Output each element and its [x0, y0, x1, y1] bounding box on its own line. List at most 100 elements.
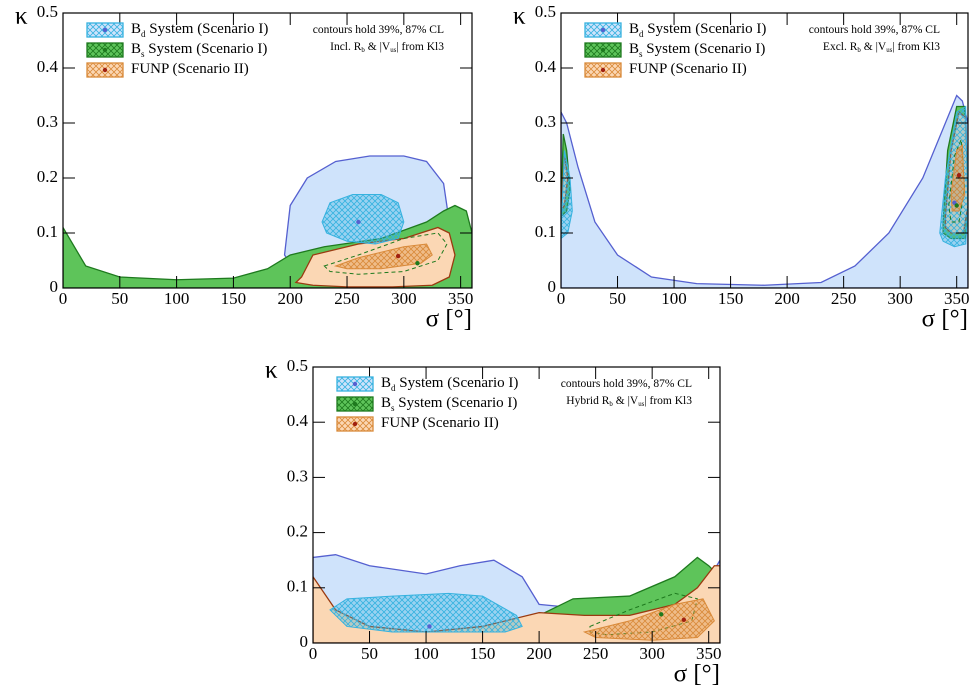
y-axis-label: κ: [513, 3, 526, 30]
x-axis-label: σ [°]: [922, 306, 968, 333]
legend-label-sub: d: [639, 29, 644, 39]
y-tick-label: 0.3: [535, 112, 556, 131]
annotation-part: Incl. R: [330, 41, 362, 53]
annotation-sub: us: [638, 401, 644, 408]
legend-label: FUNP (Scenario II): [131, 61, 249, 77]
y-tick-label: 0.2: [287, 522, 308, 541]
legend-label-part: FUNP (Scenario II): [629, 61, 747, 77]
best-fit-point: [956, 173, 962, 178]
legend-dot: [352, 401, 358, 407]
legend-label: Bd System (Scenario I): [381, 375, 518, 393]
legend-label-part: B: [131, 41, 141, 57]
legend-label: Bs System (Scenario I): [629, 41, 765, 59]
legend-label-part: System (Scenario I): [145, 41, 268, 57]
inner-hatch: [322, 194, 404, 244]
y-tick-label: 0.5: [287, 356, 308, 375]
panel: 0 50 100 150 200 250 300 350 0 0.1 0.2 0.3 0.4 0.5 σ […: [513, 2, 969, 333]
inner-hatch: [584, 598, 715, 641]
x-tick-label: 250: [831, 289, 857, 308]
legend-label-part: FUNP (Scenario II): [381, 415, 499, 431]
legend-label-sub: d: [391, 383, 396, 393]
axes-frame: [560, 12, 969, 289]
x-tick-label: 250: [583, 644, 609, 663]
x-tick-label: 350: [944, 289, 970, 308]
annotation-sub: b: [609, 401, 613, 408]
x-tick-label: 300: [391, 289, 417, 308]
legend-dot: [352, 421, 358, 427]
best-fit-point: [427, 624, 432, 629]
panel: 0 50 100 150 200 250 300 350 0 0.1 0.2 0.3 0.4 0.5 σ […: [265, 356, 721, 688]
x-tick-label: 0: [309, 644, 318, 663]
y-tick-label: 0: [300, 632, 309, 651]
legend-label: Bd System (Scenario I): [629, 21, 766, 39]
legend-label: Bs System (Scenario I): [131, 41, 267, 59]
panel: 0 50 100 150 200 250 300 350 0 0.1 0.2 0.3 0.4 0.5 σ […: [15, 2, 473, 333]
inner-contour: [948, 139, 966, 223]
inner-hatch: [561, 150, 573, 239]
y-tick-label: 0.5: [535, 2, 556, 21]
annotation-part: & |V: [365, 41, 391, 53]
legend-label-sub: s: [141, 49, 145, 59]
y-tick-label: 0.4: [37, 57, 59, 76]
best-fit-point: [681, 617, 687, 623]
annotation-part: | from Kl3: [644, 395, 692, 407]
legend-label-part: System (Scenario I): [146, 21, 269, 37]
legend-label-sub: s: [639, 49, 643, 59]
legend-label: Bs System (Scenario I): [381, 395, 517, 413]
annotation-part: contours hold 39%, 87% CL: [561, 378, 692, 390]
best-fit-point: [659, 612, 664, 617]
x-tick-label: 300: [639, 644, 665, 663]
legend-label-part: B: [131, 21, 141, 37]
annotation-part: | from Kl3: [396, 41, 444, 53]
annotation: contours hold 39%, 87% CL: [809, 24, 940, 36]
x-tick-label: 200: [774, 289, 800, 308]
annotation: Incl. Rb & |Vus| from Kl3: [330, 41, 444, 54]
y-tick-label: 0.5: [37, 2, 58, 21]
y-tick-label: 0.4: [535, 57, 557, 76]
legend-dot: [600, 67, 606, 73]
axes-frame: [312, 366, 721, 644]
legend-label-part: B: [381, 375, 391, 391]
plot-area: [63, 155, 472, 288]
x-tick-label: 100: [661, 289, 687, 308]
x-tick-label: 350: [448, 289, 474, 308]
x-tick-label: 150: [470, 644, 496, 663]
annotation-part: contours hold 39%, 87% CL: [313, 24, 444, 36]
inner-contour: [323, 232, 448, 275]
annotation-part: contours hold 39%, 87% CL: [809, 24, 940, 36]
plot-area: [313, 554, 720, 643]
y-tick-label: 0.1: [287, 577, 308, 596]
annotation-sub: b: [857, 47, 861, 54]
x-tick-label: 0: [59, 289, 68, 308]
annotation-part: & |V: [613, 395, 639, 407]
y-tick-label: 0.1: [535, 222, 556, 241]
x-tick-label: 100: [164, 289, 190, 308]
outer-contour: [561, 94, 968, 288]
annotation-sub: b: [361, 47, 365, 54]
inner-hatch: [329, 593, 523, 632]
annotation: contours hold 39%, 87% CL: [561, 378, 692, 390]
annotation: Excl. Rb & |Vus| from Kl3: [823, 41, 940, 54]
legend-dot: [352, 381, 358, 387]
legend-label-part: B: [629, 41, 639, 57]
annotation: contours hold 39%, 87% CL: [313, 24, 444, 36]
y-axis-label: κ: [265, 357, 278, 384]
legend-label: FUNP (Scenario II): [381, 415, 499, 431]
y-tick-label: 0.2: [535, 167, 556, 186]
x-tick-label: 200: [526, 644, 552, 663]
annotation-sub: us: [390, 47, 396, 54]
annotation-part: Excl. R: [823, 41, 858, 53]
y-tick-label: 0.4: [287, 411, 309, 430]
legend-label-part: FUNP (Scenario II): [131, 61, 249, 77]
best-fit-point: [954, 203, 959, 208]
y-tick-label: 0.3: [287, 466, 308, 485]
legend-label-sub: s: [391, 403, 395, 413]
x-tick-label: 350: [696, 644, 722, 663]
best-fit-point: [415, 261, 420, 266]
annotation-sub: us: [886, 47, 892, 54]
y-tick-label: 0.1: [37, 222, 58, 241]
legend-label-part: B: [381, 395, 391, 411]
x-axis-label: σ [°]: [674, 661, 720, 688]
x-tick-label: 50: [609, 289, 626, 308]
